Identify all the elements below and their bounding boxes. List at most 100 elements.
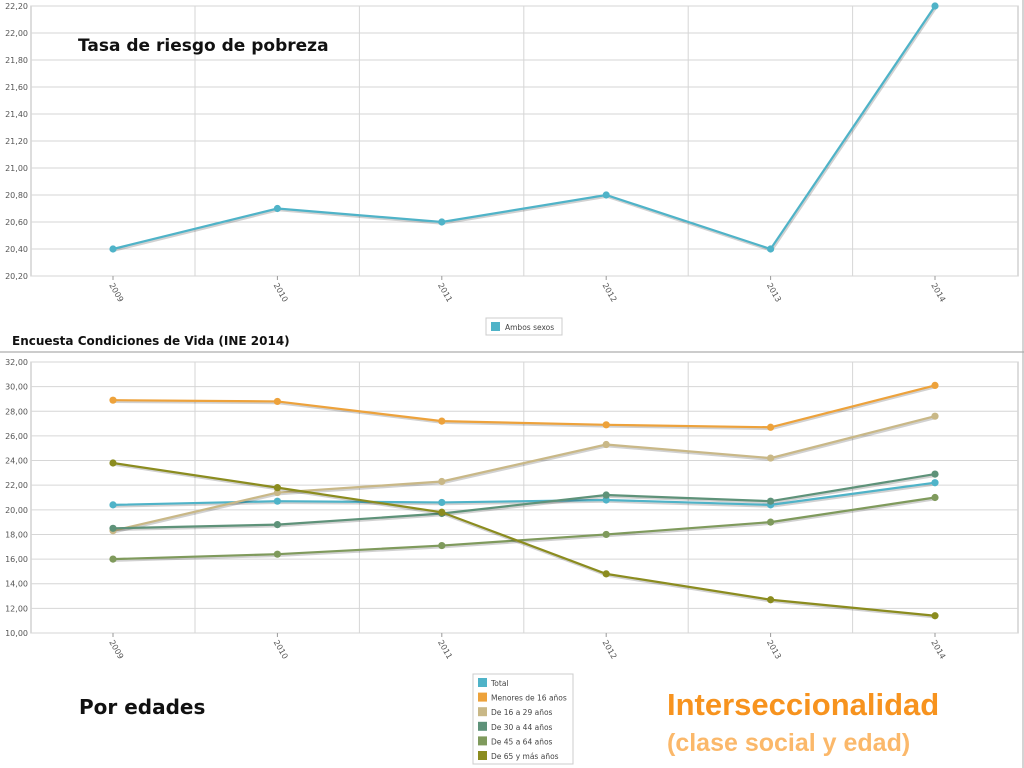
y-tick-label: 20,20	[5, 272, 28, 281]
data-point	[602, 570, 610, 578]
x-tick-label: 2013	[765, 282, 783, 304]
series-line	[112, 481, 936, 506]
y-tick-label: 16,00	[5, 555, 28, 564]
x-tick-label: 2013	[765, 639, 783, 661]
series-shadow	[113, 6, 938, 253]
y-tick-label: 28,00	[5, 407, 28, 416]
subheading: (clase social y edad)	[667, 729, 910, 757]
data-point	[602, 491, 610, 499]
y-tick-label: 22,20	[5, 2, 28, 11]
source-label: Encuesta Condiciones de Vida (INE 2014)	[12, 334, 290, 348]
data-point	[438, 417, 446, 425]
y-tick-label: 20,60	[5, 218, 28, 227]
data-point	[602, 530, 610, 539]
data-point	[109, 524, 117, 532]
legend-2-label: De 16 a 29 años	[491, 708, 553, 717]
chart-1-title: Tasa de riesgo de pobreza	[78, 36, 329, 56]
data-point	[931, 412, 939, 420]
data-point	[273, 488, 281, 497]
y-tick-label: 20,40	[5, 245, 28, 254]
data-point	[931, 470, 939, 478]
legend-2-label: Total	[490, 679, 509, 688]
legend-2-swatch	[478, 707, 487, 717]
data-point	[273, 550, 281, 558]
data-point	[931, 612, 939, 620]
data-point	[931, 479, 939, 487]
x-tick-label: 2009	[107, 282, 125, 304]
data-point	[273, 521, 281, 529]
series-shadow	[113, 497, 937, 562]
legend-2-swatch	[478, 736, 487, 746]
section-label: Por edades	[79, 695, 205, 719]
data-point	[931, 381, 939, 390]
legend-1-box	[485, 317, 563, 336]
data-point	[273, 397, 281, 406]
x-tick-label: 2011	[436, 282, 454, 304]
data-point	[438, 498, 446, 507]
legend-2-label: Menores de 16 años	[491, 694, 567, 703]
heading: Interseccionalidad	[667, 687, 939, 722]
legend-1: Ambos sexos	[485, 317, 563, 336]
data-point	[109, 245, 117, 253]
series-shadow	[113, 385, 937, 431]
y-tick-label: 21,20	[5, 137, 28, 146]
data-point	[602, 191, 610, 199]
y-tick-label: 10,00	[5, 629, 28, 638]
y-tick-label: 30,00	[5, 383, 28, 392]
data-point	[602, 421, 610, 429]
data-point	[931, 2, 939, 10]
x-tick-label: 2009	[107, 639, 125, 661]
data-point	[438, 541, 446, 550]
legend-2-box	[472, 673, 574, 765]
legend-2-swatch	[478, 721, 487, 731]
y-tick-label: 18,00	[5, 530, 28, 539]
data-point	[109, 396, 117, 404]
series-line	[112, 5, 936, 251]
data-point	[273, 204, 281, 213]
series-shadow	[113, 482, 937, 508]
data-point	[273, 497, 281, 505]
legend-2-swatch	[478, 678, 487, 687]
data-point	[767, 497, 775, 505]
chart-1: 20,20 20,40 20,60 20,80 21,00 21,20 21,40 21,60…	[5, 2, 1019, 336]
series-line	[112, 384, 936, 429]
legend-1-swatch	[491, 322, 500, 331]
x-tick-label: 2012	[600, 282, 618, 304]
data-point	[438, 477, 446, 486]
y-tick-label: 21,40	[5, 110, 28, 119]
data-point	[767, 245, 775, 253]
legend-2-label: De 30 a 44 años	[491, 723, 553, 732]
y-tick-label: 20,80	[5, 191, 28, 200]
y-tick-label: 32,00	[5, 358, 28, 367]
data-point	[767, 454, 775, 462]
x-tick-label: 2011	[436, 639, 454, 661]
x-tick-label: 2014	[929, 282, 947, 304]
data-point	[273, 484, 281, 492]
y-tick-label: 20,00	[5, 506, 28, 515]
series-line	[112, 461, 936, 617]
series-line	[112, 496, 936, 561]
data-point	[109, 501, 117, 509]
y-tick-label: 21,00	[5, 164, 28, 173]
legend-2: Total Menores de 16 años De 16 a 29 años De…	[472, 673, 574, 765]
data-point	[109, 459, 117, 467]
x-tick-label: 2010	[272, 639, 290, 661]
y-tick-label: 21,80	[5, 56, 28, 65]
series-line	[112, 415, 936, 532]
data-point	[767, 518, 775, 526]
legend-2-swatch	[478, 692, 487, 702]
legend-2-label: De 65 y más años	[491, 752, 559, 761]
data-point	[438, 508, 446, 516]
legend-1-label: Ambos sexos	[505, 323, 554, 332]
data-point	[602, 440, 610, 449]
y-tick-label: 14,00	[5, 580, 28, 589]
x-tick-label: 2014	[929, 639, 947, 661]
data-point	[438, 218, 446, 226]
legend-2-swatch	[478, 751, 487, 760]
series-shadow	[113, 473, 937, 532]
y-tick-label: 22,00	[5, 481, 28, 490]
y-tick-label: 21,60	[5, 83, 28, 92]
y-tick-label: 24,00	[5, 457, 28, 466]
data-point	[767, 596, 775, 604]
